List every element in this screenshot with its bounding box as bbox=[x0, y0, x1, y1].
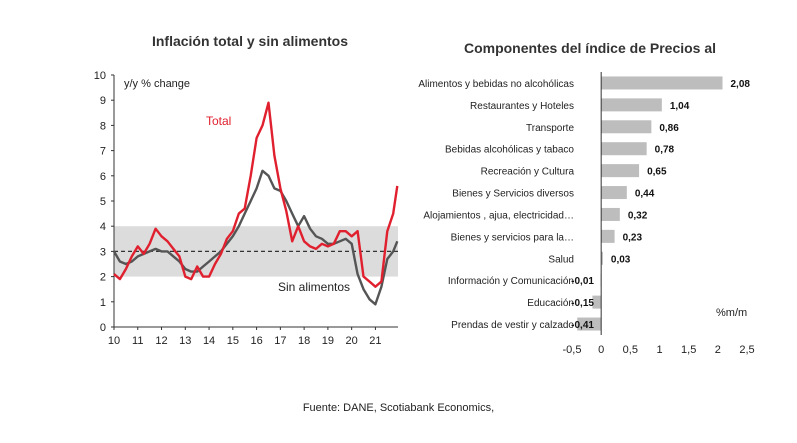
bar bbox=[601, 164, 640, 178]
bar-series-group: Alimentos y bebidas no alcohólicas 2,08 Re… bbox=[418, 76, 750, 331]
bar-unit-label: %m/m bbox=[716, 307, 747, 319]
x-tick-label: 19 bbox=[322, 335, 334, 347]
total-series-label: Total bbox=[206, 114, 231, 128]
category-label: Alojamientos , ajua, electricidad… bbox=[423, 210, 574, 221]
category-label: Alimentos y bebidas no alcohólicas bbox=[418, 79, 574, 90]
category-label: Bienes y servicios para la… bbox=[451, 232, 574, 243]
value-label: -0,01 bbox=[571, 276, 594, 287]
bar bbox=[601, 98, 662, 112]
y-tick-label: 9 bbox=[100, 95, 106, 107]
y-tick-label: 2 bbox=[100, 272, 106, 284]
value-label: 0,23 bbox=[623, 232, 643, 243]
bar bbox=[601, 251, 603, 265]
x-tick-label: 11 bbox=[132, 335, 143, 347]
core-series-label: Sin alimentos bbox=[278, 280, 350, 294]
source-note: Fuente: DANE, Scotiabank Economics, bbox=[302, 402, 495, 414]
line-series-group bbox=[112, 101, 399, 306]
x-tick-label: 2 bbox=[715, 344, 721, 356]
category-label: Recreación y Cultura bbox=[481, 167, 575, 178]
value-label: 0,65 bbox=[647, 167, 667, 178]
value-label: -0,41 bbox=[571, 320, 594, 331]
line-chart: Inflación total y sin alimentos 01234567… bbox=[94, 33, 399, 347]
x-tick-label: -0,5 bbox=[563, 344, 582, 356]
category-label: Información y Comunicación bbox=[448, 276, 574, 287]
x-tick-label: 20 bbox=[346, 335, 358, 347]
bar bbox=[601, 142, 647, 156]
x-tick-label: 1,5 bbox=[681, 344, 696, 356]
bar bbox=[601, 76, 723, 90]
bar bbox=[601, 207, 620, 221]
x-tick-label: 2,5 bbox=[739, 344, 754, 356]
x-tick-label: 12 bbox=[155, 335, 167, 347]
value-label: 0,32 bbox=[628, 210, 648, 221]
x-tick-label: 21 bbox=[369, 335, 381, 347]
bar bbox=[592, 295, 602, 309]
bar bbox=[601, 186, 627, 200]
x-tick-label: 16 bbox=[250, 335, 262, 347]
x-tick-label: 10 bbox=[108, 335, 120, 347]
x-tick-label: 0 bbox=[598, 344, 604, 356]
value-label: 2,08 bbox=[731, 79, 751, 90]
category-label: Restaurantes y Hoteles bbox=[470, 101, 574, 112]
core-inflation-line bbox=[112, 169, 399, 306]
bar bbox=[601, 229, 615, 243]
y-tick-label: 1 bbox=[100, 297, 106, 309]
value-label: -0,15 bbox=[571, 298, 594, 309]
y-tick-label: 5 bbox=[100, 196, 106, 208]
y-tick-label: 10 bbox=[94, 70, 106, 82]
bar-chart-title: Componentes del índice de Precios al bbox=[464, 40, 716, 56]
bar bbox=[601, 120, 652, 134]
x-tick-label: 14 bbox=[203, 335, 215, 347]
x-tick-label: 18 bbox=[298, 335, 310, 347]
y-tick-label: 7 bbox=[100, 146, 106, 158]
x-tick-label: 13 bbox=[179, 335, 191, 347]
value-label: 1,04 bbox=[670, 101, 690, 112]
bar-chart: Componentes del índice de Precios al Ali… bbox=[418, 40, 754, 356]
y-tick-label: 8 bbox=[100, 120, 106, 132]
x-tick-label: 17 bbox=[274, 335, 286, 347]
y-tick-label: 0 bbox=[100, 322, 106, 334]
value-label: 0,86 bbox=[659, 123, 679, 134]
category-label: Bienes y Servicios diversos bbox=[452, 189, 574, 200]
value-label: 0,44 bbox=[635, 189, 655, 200]
y-tick-label: 3 bbox=[100, 246, 106, 258]
total-inflation-line bbox=[113, 101, 399, 288]
bar bbox=[577, 317, 602, 331]
x-tick-label: 15 bbox=[227, 335, 239, 347]
line-chart-title: Inflación total y sin alimentos bbox=[152, 33, 348, 49]
category-label: Transporte bbox=[526, 123, 574, 134]
y-axis-unit-label: y/y % change bbox=[124, 78, 190, 90]
y-tick-label: 6 bbox=[100, 171, 106, 183]
y-tick-label: 4 bbox=[100, 221, 106, 233]
category-label: Bebidas alcohólicas y tabaco bbox=[445, 145, 574, 156]
x-tick-label: 0,5 bbox=[623, 344, 638, 356]
x-tick-label: 1 bbox=[656, 344, 662, 356]
value-label: 0,03 bbox=[611, 254, 631, 265]
category-label: Prendas de vestir y calzado bbox=[451, 320, 574, 331]
category-label: Educación bbox=[527, 298, 574, 309]
category-label: Salud bbox=[548, 254, 574, 265]
value-label: 0,78 bbox=[655, 145, 675, 156]
bar-chart-axis: -0,5 0 0,5 1 1,5 2 2,5 bbox=[563, 72, 755, 356]
